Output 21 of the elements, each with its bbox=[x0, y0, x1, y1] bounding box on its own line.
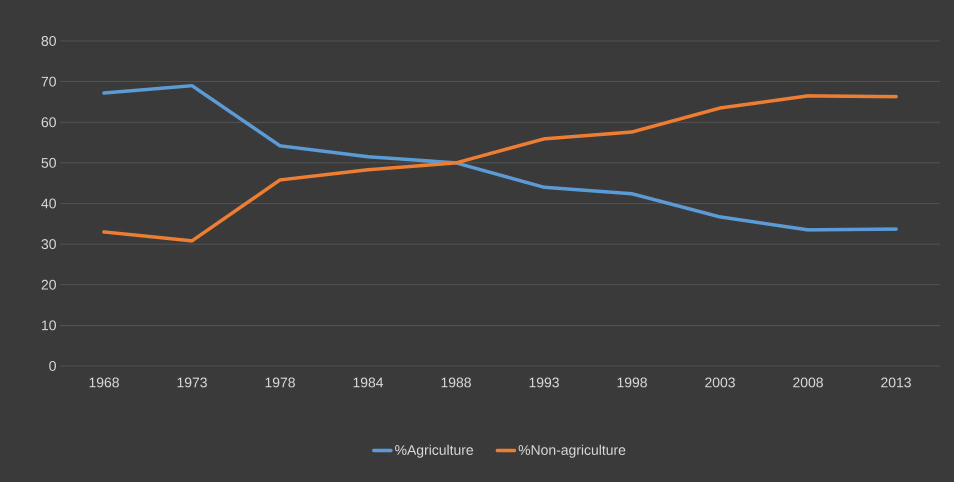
x-tick-label: 1998 bbox=[618, 378, 647, 388]
x-tick-label: 2003 bbox=[705, 378, 735, 388]
y-tick-label: 20 bbox=[42, 280, 56, 290]
x-tick-label: 2013 bbox=[881, 378, 911, 388]
legend-label: %Agriculture bbox=[395, 444, 474, 458]
y-tick-label: 50 bbox=[42, 158, 56, 168]
y-tick-label: 30 bbox=[41, 239, 56, 250]
x-tick-label: 1978 bbox=[266, 378, 295, 388]
x-tick-label: 2008 bbox=[793, 378, 823, 388]
y-tick-label: 70 bbox=[42, 76, 56, 87]
x-tick-label: 1973 bbox=[178, 378, 207, 388]
x-tick-label: 1984 bbox=[354, 378, 384, 388]
y-tick-label: 0 bbox=[49, 361, 56, 371]
x-tick-label: 1988 bbox=[442, 378, 471, 388]
legend-label: %Non-agriculture bbox=[518, 444, 626, 458]
y-tick-label: 80 bbox=[42, 36, 56, 46]
y-tick-label: 10 bbox=[42, 320, 56, 330]
y-tick-label: 60 bbox=[42, 117, 56, 128]
y-tick-label: 40 bbox=[41, 198, 56, 208]
x-tick-label: 1993 bbox=[530, 378, 559, 388]
x-tick-label: 1968 bbox=[90, 378, 119, 388]
